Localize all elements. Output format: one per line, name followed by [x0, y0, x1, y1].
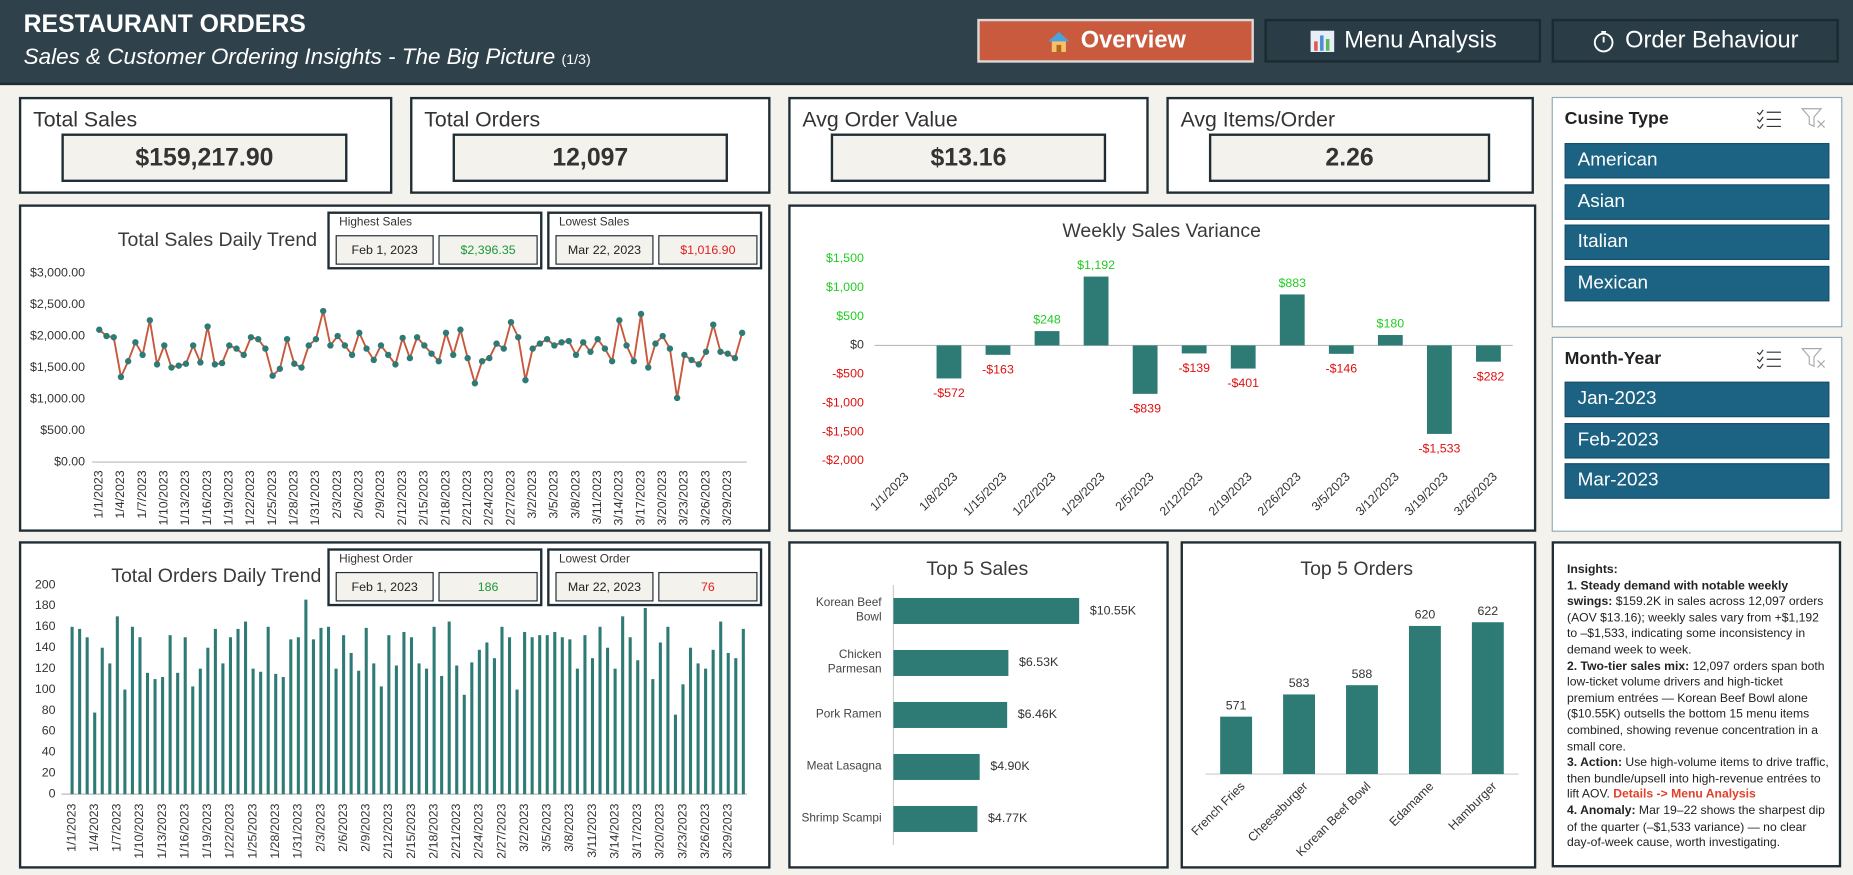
- slicer-item[interactable]: Jan-2023: [1564, 381, 1830, 418]
- kpi-card: Avg Items/Order 2.26: [1166, 96, 1534, 194]
- callout-value: 186: [438, 571, 538, 602]
- callout-date: Feb 1, 2023: [335, 235, 434, 265]
- nav-label: Overview: [1080, 27, 1186, 54]
- y-tick-label: Shrimp Scampi: [801, 811, 882, 825]
- chart-panel: [788, 204, 1537, 532]
- slicer: Month-Year Jan-2023 Feb-2023 Mar-2023: [1551, 336, 1843, 532]
- callout-date: Mar 22, 2023: [555, 571, 654, 602]
- y-tick-label: Meat Lasagna: [806, 759, 882, 773]
- kpi-value: $13.16: [830, 133, 1107, 182]
- dashboard-title: RESTAURANT ORDERS: [23, 10, 306, 38]
- slicer-title: Month-Year: [1564, 348, 1662, 369]
- y-tick-label: Chicken Parmesan: [827, 648, 882, 676]
- chart-icon: [1309, 30, 1334, 52]
- kpi-label: Total Sales: [33, 107, 138, 132]
- callout-date: Mar 22, 2023: [555, 235, 654, 265]
- kpi-value: 2.26: [1208, 133, 1491, 182]
- insight-text: $159.2K in sales across 12,097 orders (A…: [1567, 595, 1824, 658]
- slicer-item[interactable]: Feb-2023: [1564, 423, 1830, 459]
- nav-label: Menu Analysis: [1344, 27, 1497, 54]
- chart-panel: [1180, 541, 1537, 869]
- insight-lead: 1. Steady demand with notable weekly swi…: [1567, 579, 1789, 609]
- kpi-card: Total Sales $159,217.90: [18, 96, 393, 194]
- insight: 3. Action: Use high-volume items to driv…: [1567, 755, 1829, 803]
- insights-heading: Insights:: [1567, 563, 1618, 577]
- clear-filter-icon[interactable]: [1801, 108, 1827, 129]
- callout: Lowest Order Mar 22, 2023 76: [547, 548, 763, 607]
- insight: 4. Anomaly: Mar 19–22 shows the sharpest…: [1567, 803, 1829, 851]
- page-indicator: (1/3): [561, 50, 591, 68]
- kpi-value: $159,217.90: [61, 133, 348, 182]
- insight-lead: 4. Anomaly:: [1567, 804, 1636, 818]
- callout-label: Lowest Order: [558, 553, 630, 567]
- y-tick-label: Pork Ramen: [815, 707, 882, 721]
- insight-link[interactable]: Details -> Menu Analysis: [1613, 788, 1756, 802]
- callout-label: Lowest Sales: [558, 216, 630, 230]
- slicer-item[interactable]: Mexican: [1564, 265, 1830, 302]
- insights-title: Insights:: [1567, 563, 1829, 579]
- stopwatch-icon: [1593, 30, 1614, 52]
- callout: Highest Sales Feb 1, 2023 $2,396.35: [327, 211, 543, 270]
- slicer-item[interactable]: American: [1564, 142, 1830, 179]
- slicer-item[interactable]: Mar-2023: [1564, 463, 1830, 499]
- insight: 1. Steady demand with notable weekly swi…: [1567, 579, 1829, 659]
- kpi-value: 12,097: [452, 133, 728, 182]
- kpi-label: Total Orders: [424, 107, 541, 132]
- callout-value: $1,016.90: [658, 235, 758, 265]
- dashboard-subtitle: Sales & Customer Ordering Insights - The…: [24, 45, 591, 71]
- kpi-card: Total Orders 12,097: [410, 96, 771, 194]
- insights-panel: Insights: 1. Steady demand with notable …: [1551, 541, 1842, 868]
- nav-button[interactable]: Menu Analysis: [1264, 18, 1542, 63]
- callout-label: Highest Sales: [339, 216, 413, 230]
- house-icon: [1047, 31, 1069, 52]
- insight-text: 12,097 orders span both low-ticket volum…: [1567, 660, 1825, 754]
- subtitle-text: Sales & Customer Ordering Insights - The…: [23, 44, 556, 70]
- kpi-card: Avg Order Value $13.16: [788, 96, 1149, 194]
- insight-text: Use high-volume items to drive traffic, …: [1567, 756, 1829, 802]
- multi-select-icon[interactable]: [1756, 347, 1782, 369]
- slicer-item[interactable]: Asian: [1564, 184, 1830, 220]
- callout-date: Feb 1, 2023: [335, 571, 434, 602]
- callout-value: 76: [658, 571, 758, 602]
- insight-lead: 3. Action:: [1567, 756, 1623, 770]
- multi-select-icon[interactable]: [1756, 108, 1782, 129]
- y-tick-label: Korean Beef Bowl: [815, 596, 882, 624]
- slicer: Cusine Type American Asian Italian Mexic…: [1551, 96, 1843, 328]
- nav-button[interactable]: Overview: [977, 18, 1254, 63]
- slicer-title: Cusine Type: [1564, 108, 1669, 129]
- callout: Highest Order Feb 1, 2023 186: [327, 548, 543, 607]
- callout-value: $2,396.35: [438, 235, 538, 265]
- callout-label: Highest Order: [339, 553, 413, 567]
- clear-filter-icon[interactable]: [1801, 347, 1827, 368]
- kpi-label: Avg Items/Order: [1180, 107, 1336, 132]
- callout: Lowest Sales Mar 22, 2023 $1,016.90: [547, 211, 763, 270]
- insight: 2. Two-tier sales mix: 12,097 orders spa…: [1567, 659, 1829, 755]
- insight-lead: 2. Two-tier sales mix:: [1567, 660, 1690, 674]
- nav-button[interactable]: Order Behaviour: [1551, 18, 1839, 63]
- slicer-item[interactable]: Italian: [1564, 224, 1830, 260]
- insight-text: Mar 19–22 shows the sharpest dip of the …: [1567, 804, 1825, 850]
- nav-label: Order Behaviour: [1625, 27, 1799, 54]
- header-bar: RESTAURANT ORDERS Sales & Customer Order…: [0, 0, 1853, 86]
- kpi-label: Avg Order Value: [802, 107, 958, 132]
